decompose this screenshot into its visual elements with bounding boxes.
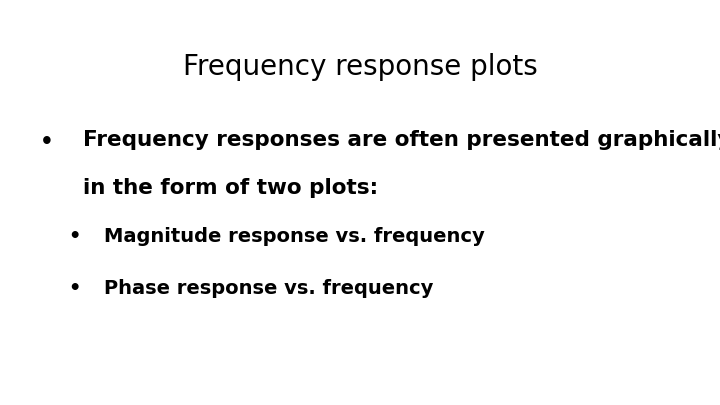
Text: in the form of two plots:: in the form of two plots:: [83, 178, 378, 198]
Text: •: •: [40, 132, 53, 151]
Text: •: •: [68, 279, 81, 298]
Text: Phase response vs. frequency: Phase response vs. frequency: [104, 279, 433, 298]
Text: Frequency responses are often presented graphically: Frequency responses are often presented …: [83, 130, 720, 149]
Text: •: •: [68, 227, 81, 246]
Text: Magnitude response vs. frequency: Magnitude response vs. frequency: [104, 227, 485, 246]
Text: Frequency response plots: Frequency response plots: [183, 53, 537, 81]
